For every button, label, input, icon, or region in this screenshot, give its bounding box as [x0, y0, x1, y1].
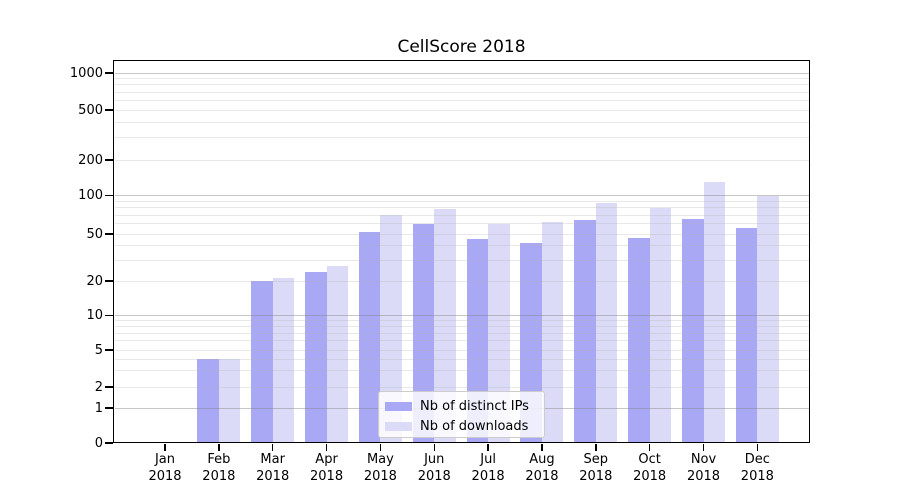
x-tick-month-mar: Mar: [260, 452, 285, 467]
legend-row-downloads: Nb of downloads: [385, 417, 544, 436]
y-tick-label-1: 1: [94, 400, 103, 416]
legend-label-distinct-ips: Nb of distinct IPs: [420, 399, 529, 414]
x-tick-sep: [595, 443, 597, 451]
x-tick-label-feb: Feb 2018: [185, 452, 253, 485]
chart-title: CellScore 2018: [397, 37, 526, 57]
x-tick-year-jun: 2018: [417, 468, 451, 484]
x-tick-month-jun: Jun: [424, 452, 445, 467]
y-tick-5: [105, 349, 113, 351]
y-tick-label-50: 50: [86, 226, 103, 242]
y-tick-200: [105, 159, 113, 161]
x-tick-month-jan: Jan: [154, 452, 176, 467]
legend-swatch-downloads: [385, 422, 412, 431]
y-tick-2: [105, 386, 113, 388]
x-tick-oct: [648, 443, 651, 451]
x-tick-month-nov: Nov: [690, 452, 717, 467]
x-tick-year-apr: 2018: [310, 468, 344, 484]
x-tick-mar: [271, 443, 274, 451]
y-tick-0: [105, 442, 113, 444]
y-tick-label-20: 20: [86, 273, 103, 289]
x-tick-label-aug: Aug 2018: [508, 452, 576, 485]
legend-swatch-distinct-ips: [385, 402, 412, 411]
x-tick-aug: [541, 443, 543, 451]
x-tick-label-oct: Oct 2018: [616, 452, 684, 485]
legend-row-distinct-ips: Nb of distinct IPs: [385, 397, 544, 416]
y-tick-label-200: 200: [78, 152, 103, 168]
y-tick-label-2: 2: [94, 379, 103, 395]
x-tick-year-dec: 2018: [740, 468, 774, 484]
x-tick-label-apr: Apr 2018: [293, 452, 361, 485]
y-tick-label-1000: 1000: [69, 65, 103, 81]
y-tick-20: [105, 280, 113, 282]
plot-area-border: [113, 60, 810, 443]
x-tick-month-dec: Dec: [744, 452, 770, 467]
x-tick-jun: [433, 443, 435, 451]
y-tick-label-5: 5: [94, 342, 103, 358]
x-tick-month-jul: Jul: [480, 452, 496, 467]
x-tick-jul: [487, 443, 489, 451]
x-tick-apr: [325, 443, 328, 451]
x-tick-year-sep: 2018: [579, 468, 613, 484]
y-tick-label-0: 0: [94, 435, 103, 451]
y-tick-1: [105, 407, 113, 409]
x-tick-month-apr: Apr: [315, 452, 338, 467]
x-tick-dec: [756, 443, 759, 451]
x-tick-label-sep: Sep 2018: [562, 452, 630, 485]
x-tick-month-sep: Sep: [583, 452, 609, 467]
legend: Nb of distinct IPs Nb of downloads: [378, 391, 545, 438]
x-tick-label-dec: Dec 2018: [723, 452, 791, 485]
legend-label-downloads: Nb of downloads: [420, 419, 529, 434]
x-tick-label-mar: Mar 2018: [239, 452, 307, 485]
y-tick-50: [105, 233, 113, 235]
x-tick-year-jan: 2018: [148, 468, 182, 484]
y-tick-10: [105, 314, 113, 317]
x-tick-nov: [702, 443, 705, 451]
y-tick-label-500: 500: [78, 102, 103, 118]
y-tick-label-10: 10: [86, 308, 103, 323]
x-tick-jan: [164, 443, 166, 451]
x-tick-label-nov: Nov 2018: [670, 452, 738, 485]
x-tick-year-may: 2018: [363, 468, 397, 484]
x-tick-label-may: May 2018: [346, 452, 414, 485]
x-tick-year-nov: 2018: [686, 468, 721, 484]
y-tick-1000: [105, 72, 113, 74]
x-tick-label-jan: Jan 2018: [131, 452, 199, 485]
x-tick-year-feb: 2018: [202, 468, 236, 484]
y-tick-500: [105, 109, 113, 111]
x-tick-year-aug: 2018: [525, 468, 559, 484]
y-tick-label-100: 100: [78, 188, 103, 203]
x-tick-feb: [218, 443, 220, 451]
x-tick-may: [379, 443, 382, 451]
x-tick-month-feb: Feb: [207, 452, 231, 467]
x-tick-month-oct: Oct: [638, 452, 661, 467]
x-tick-month-aug: Aug: [529, 452, 555, 467]
x-tick-year-oct: 2018: [633, 468, 667, 484]
x-tick-label-jun: Jun 2018: [400, 452, 468, 485]
x-tick-year-jul: 2018: [471, 468, 505, 484]
x-tick-label-jul: Jul 2018: [454, 452, 522, 485]
y-tick-100: [105, 194, 113, 197]
x-tick-year-mar: 2018: [256, 468, 290, 484]
x-tick-month-may: May: [366, 452, 394, 467]
